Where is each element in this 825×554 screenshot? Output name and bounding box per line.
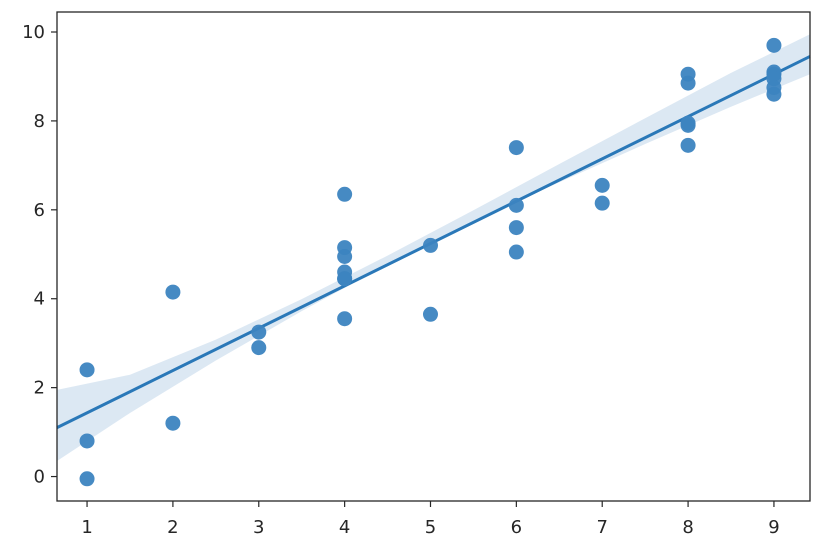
x-tick-label: 1: [81, 517, 92, 538]
x-tick-label: 8: [682, 517, 693, 538]
scatter-point: [680, 137, 696, 153]
scatter-point: [79, 471, 95, 487]
scatter-point: [79, 362, 95, 378]
scatter-point: [165, 415, 181, 431]
y-axis-ticks: 0 2 4 6 8 10: [22, 22, 57, 488]
y-tick-label: 10: [22, 22, 45, 43]
scatter-point: [422, 306, 438, 322]
scatter-point: [251, 324, 267, 340]
confidence-band: [57, 34, 810, 461]
plot-frame: [56, 11, 811, 502]
scatter-point: [337, 186, 353, 202]
scatter-point: [508, 140, 524, 156]
x-tick-label: 9: [768, 517, 779, 538]
scatter-point: [251, 340, 267, 356]
scatter-points-layer: [79, 37, 782, 487]
scatter-point: [508, 197, 524, 213]
scatter-point: [594, 195, 610, 211]
y-tick-label: 8: [34, 111, 45, 132]
x-tick-label: 5: [425, 517, 436, 538]
scatter-point: [508, 244, 524, 260]
x-tick-label: 3: [253, 517, 264, 538]
scatter-point: [79, 433, 95, 449]
x-tick-label: 7: [596, 517, 607, 538]
scatter-point: [337, 271, 353, 287]
scatter-point: [680, 75, 696, 91]
scatter-point: [766, 37, 782, 53]
scatter-point: [337, 249, 353, 264]
scatter-point: [766, 86, 782, 102]
y-tick-label: 4: [34, 289, 45, 310]
x-axis-ticks: 1 2 3 4 5 6 7 8 9: [81, 501, 780, 538]
scatter-point: [165, 284, 181, 300]
scatter-point: [508, 220, 524, 236]
y-tick-label: 2: [34, 378, 45, 399]
x-tick-label: 6: [511, 517, 522, 538]
x-tick-label: 2: [167, 517, 178, 538]
scatter-point: [422, 237, 438, 253]
scatter-point: [337, 311, 353, 327]
scatter-point: [680, 117, 696, 133]
y-tick-label: 0: [34, 467, 45, 488]
y-tick-label: 6: [34, 200, 45, 221]
scatter-point: [594, 177, 610, 193]
confidence-band-layer: [57, 34, 810, 461]
x-tick-label: 4: [339, 517, 350, 538]
